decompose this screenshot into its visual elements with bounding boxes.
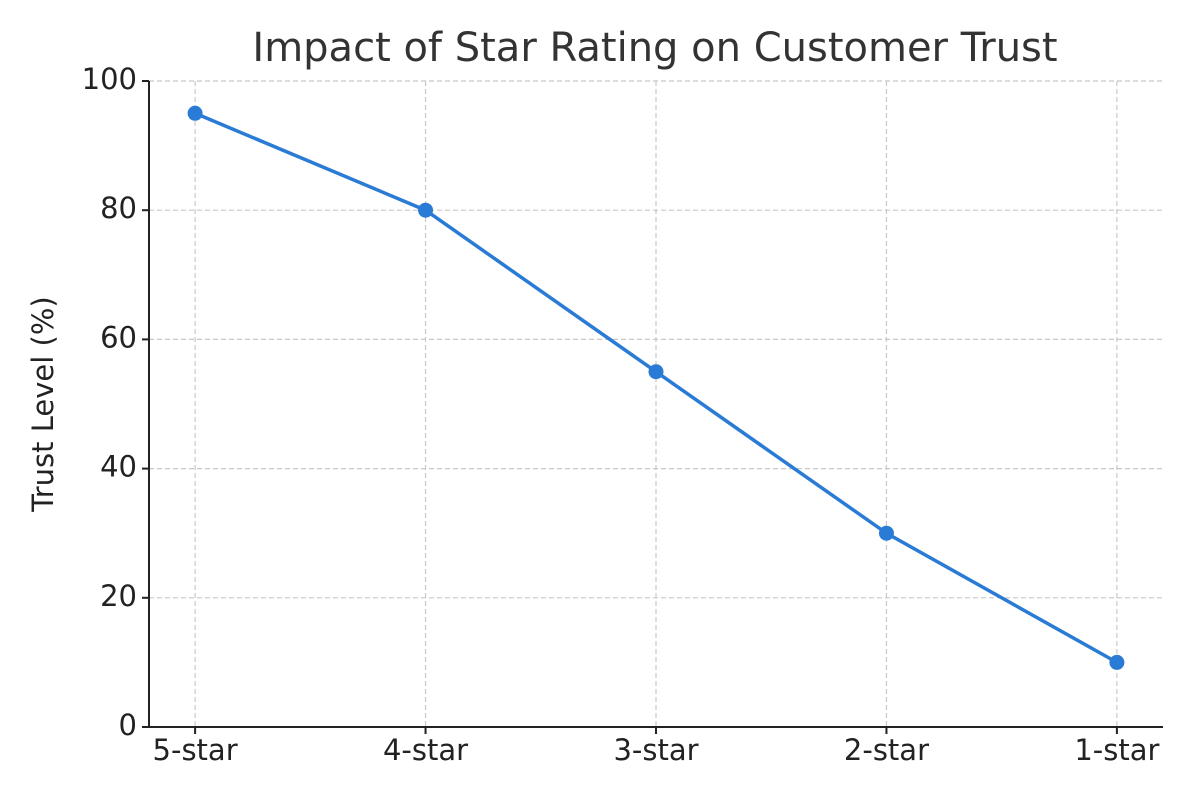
chart-title: Impact of Star Rating on Customer Trust — [252, 25, 1057, 71]
y-tick-label: 100 — [82, 62, 137, 96]
x-tick-label: 1-star — [1074, 733, 1159, 767]
point — [1109, 654, 1125, 670]
point — [878, 525, 894, 541]
point — [418, 202, 434, 218]
x-tick-label: 5-star — [153, 733, 238, 767]
x-tick-label: 2-star — [844, 733, 929, 767]
y-axis-label: Trust Level (%) — [26, 296, 60, 512]
x-tick-label: 3-star — [613, 733, 698, 767]
y-tick-label: 20 — [100, 579, 137, 613]
x-tick-label: 4-star — [383, 733, 468, 767]
point — [648, 364, 664, 380]
y-tick-label: 40 — [100, 450, 137, 484]
y-tick-label: 60 — [100, 320, 137, 354]
y-tick-label: 0 — [119, 708, 137, 742]
point — [187, 105, 203, 121]
y-tick-label: 80 — [100, 191, 137, 225]
